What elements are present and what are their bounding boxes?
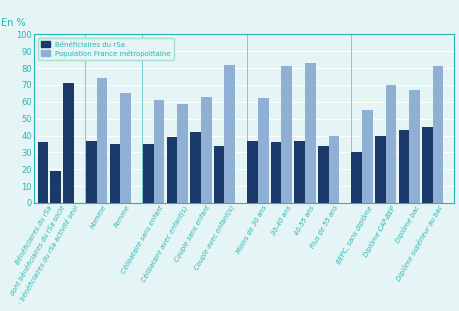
Bar [328,136,339,203]
Bar [246,141,257,203]
Bar [317,146,328,203]
Bar [143,144,153,203]
Bar [201,97,211,203]
Bar [86,141,96,203]
Bar [109,144,120,203]
Bar [96,78,107,203]
Bar [361,110,372,203]
Bar [432,67,442,203]
Bar [63,83,74,203]
Bar [120,93,131,203]
Bar [304,63,315,203]
Bar [213,146,224,203]
Bar [224,65,235,203]
Bar [257,99,268,203]
Bar [50,171,61,203]
Bar [294,141,304,203]
Bar [270,142,281,203]
Bar [421,127,432,203]
Bar [409,90,419,203]
Bar [351,152,361,203]
Bar [397,130,409,203]
Bar [38,142,48,203]
Bar [385,85,396,203]
Bar [153,100,164,203]
Legend: Bénéficiaires du rSa, Population France métropolitaine: Bénéficiaires du rSa, Population France … [38,38,174,60]
Bar [190,132,201,203]
Bar [281,67,291,203]
Bar [177,104,188,203]
Bar [166,137,177,203]
Bar [374,136,385,203]
Text: En %: En % [1,18,25,28]
